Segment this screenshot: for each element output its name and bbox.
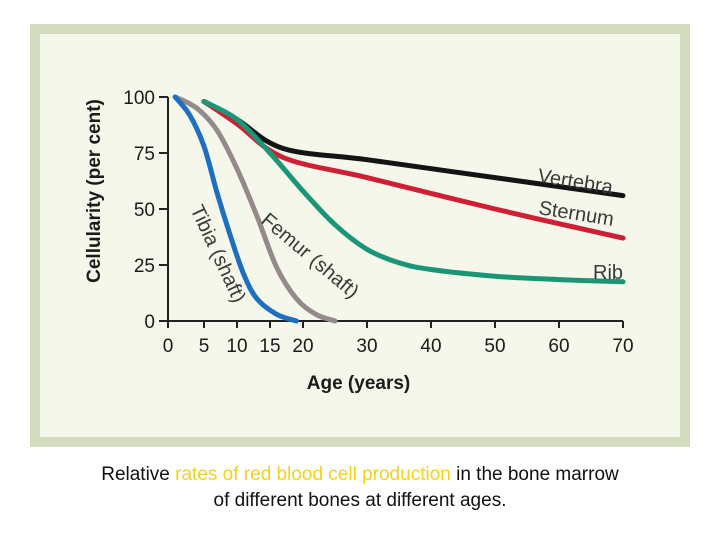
y-axis-title: Cellularity (per cent) xyxy=(84,99,105,283)
x-tick-label: 5 xyxy=(199,336,210,357)
y-tick-label: 100 xyxy=(123,88,155,109)
y-tick-label: 0 xyxy=(144,312,155,333)
x-axis-title: Age (years) xyxy=(307,373,411,394)
caption-highlight: rates of red blood cell production xyxy=(175,464,451,485)
x-tick-label: 60 xyxy=(548,336,569,357)
y-tick-label: 25 xyxy=(134,256,155,277)
x-tick-label: 10 xyxy=(226,336,247,357)
x-tick-label: 70 xyxy=(612,336,633,357)
x-tick-label: 20 xyxy=(292,336,313,357)
series-lines xyxy=(172,94,626,324)
cellularity-chart: 0 5 10 15 20 30 40 50 60 70 0 25 50 75 100 Age (years) C… xyxy=(84,88,634,394)
figure-caption: Relative rates of red blood cell product… xyxy=(0,462,720,514)
y-tick-label: 50 xyxy=(134,200,155,221)
series-label-tibia: Tibia (shaft) xyxy=(185,202,249,306)
caption-text-start: Relative xyxy=(101,464,176,485)
x-tick-label: 50 xyxy=(484,336,505,357)
caption-text-end: in the bone marrow xyxy=(450,464,619,485)
caption-line-2: of different bones at different ages. xyxy=(213,490,507,511)
x-tick-label: 15 xyxy=(259,336,280,357)
series-label-rib: Rib xyxy=(593,262,623,284)
x-tick-label: 30 xyxy=(356,336,377,357)
figure-frame: 0 5 10 15 20 30 40 50 60 70 0 25 50 75 100 Age (years) C… xyxy=(30,24,690,447)
series-line-sternum xyxy=(201,99,626,241)
x-tick-label: 40 xyxy=(420,336,441,357)
series-label-vertebra: Vertebra xyxy=(536,165,615,199)
series-line-rib xyxy=(201,99,626,285)
series-line-femur-shaft xyxy=(172,94,338,324)
axes: 0 5 10 15 20 30 40 50 60 70 0 25 50 75 100 Age (years) C… xyxy=(84,88,634,394)
caption-line-1: Relative rates of red blood cell product… xyxy=(0,462,720,488)
chart-panel: 0 5 10 15 20 30 40 50 60 70 0 25 50 75 100 Age (years) C… xyxy=(40,34,680,437)
x-tick-label: 0 xyxy=(163,336,174,357)
y-tick-label: 75 xyxy=(134,144,155,165)
series-line-tibia-shaft xyxy=(172,94,299,324)
